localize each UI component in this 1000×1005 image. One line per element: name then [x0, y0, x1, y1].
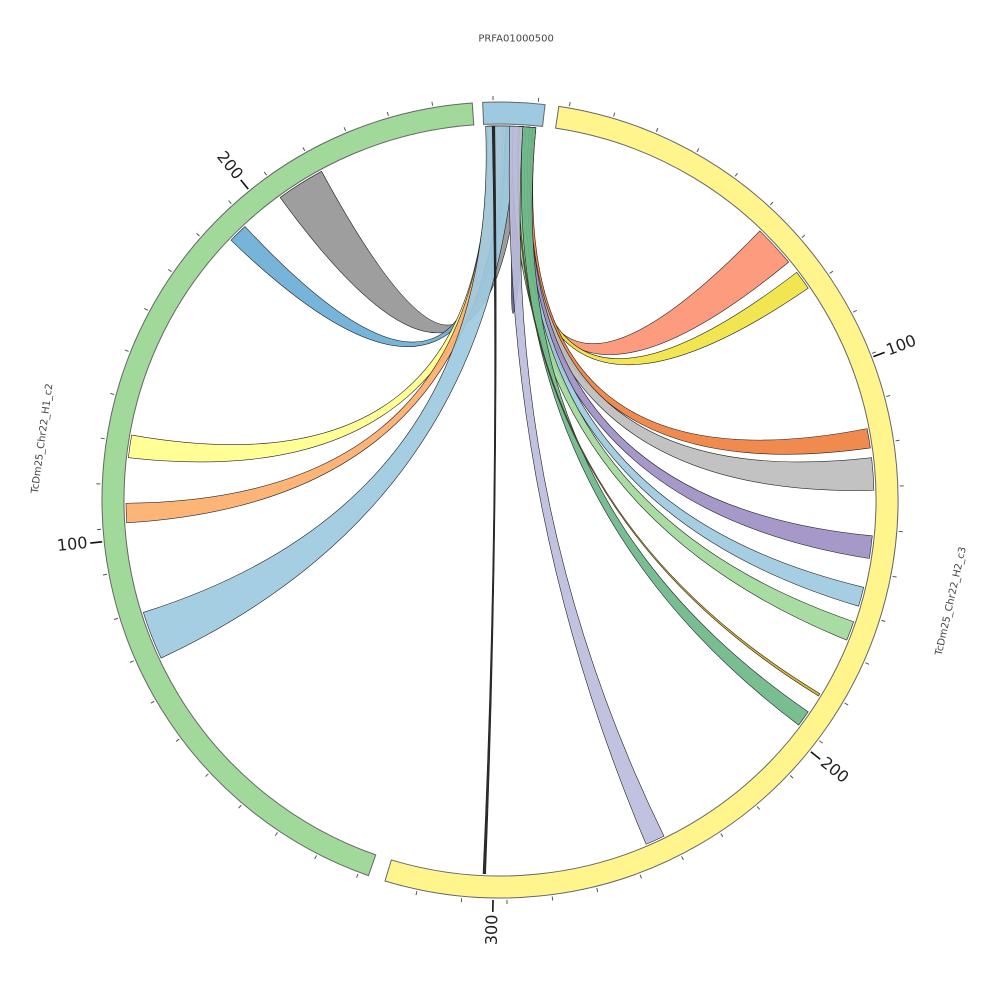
segment-label-2: TcDm25_Chr22_H2_c3: [934, 546, 969, 658]
minor-tick: [640, 875, 641, 879]
minor-tick: [275, 832, 277, 835]
links-layer: [126, 126, 874, 874]
major-tick: [811, 752, 820, 760]
tick-label: 200: [213, 147, 247, 183]
segment-1: [483, 102, 545, 126]
minor-tick: [176, 739, 179, 741]
minor-tick: [682, 856, 684, 860]
minor-tick: [416, 891, 417, 895]
minor-tick: [721, 834, 723, 837]
minor-tick: [865, 663, 869, 665]
minor-tick: [151, 701, 154, 703]
minor-tick: [303, 147, 305, 150]
minor-tick: [872, 352, 876, 353]
minor-tick: [125, 350, 129, 351]
minor-tick: [387, 112, 388, 116]
minor-tick: [597, 888, 598, 892]
minor-tick: [697, 148, 699, 151]
link-ribbon-14: [513, 126, 854, 640]
segment-label-3: TcDm25_Chr22_H1_c2: [30, 383, 56, 495]
minor-tick: [830, 271, 833, 273]
minor-tick: [101, 438, 105, 439]
minor-tick: [196, 233, 199, 236]
minor-tick: [552, 897, 553, 901]
minor-tick: [432, 102, 433, 106]
tick-label: 300: [482, 914, 502, 945]
minor-tick: [114, 618, 118, 619]
tick-label: 200: [817, 753, 853, 787]
minor-tick: [893, 576, 897, 577]
minor-tick: [130, 661, 134, 663]
minor-tick: [357, 874, 358, 878]
minor-tick: [819, 741, 822, 743]
tick-label: 100: [56, 533, 88, 555]
minor-tick: [896, 440, 900, 441]
major-tick: [241, 180, 249, 189]
minor-tick: [569, 102, 570, 106]
minor-tick: [264, 172, 266, 175]
minor-tick: [881, 620, 885, 621]
minor-tick: [757, 806, 760, 809]
minor-tick: [229, 201, 232, 204]
minor-tick: [790, 775, 793, 778]
minor-tick: [206, 774, 209, 777]
minor-tick: [845, 703, 848, 705]
minor-tick: [853, 310, 857, 312]
minor-tick: [315, 855, 317, 859]
minor-tick: [770, 202, 773, 205]
minor-tick: [110, 393, 114, 394]
minor-tick: [239, 805, 242, 808]
tick-label: 100: [883, 331, 918, 360]
minor-tick: [168, 269, 171, 271]
major-tick: [90, 542, 102, 543]
minor-tick: [802, 235, 805, 238]
major-tick: [873, 352, 884, 356]
minor-tick: [886, 395, 890, 396]
segment-label-1: PRFA01000500: [478, 33, 554, 44]
minor-tick: [144, 308, 148, 310]
minor-tick: [735, 173, 737, 176]
minor-tick: [344, 127, 346, 131]
minor-tick: [103, 574, 107, 575]
minor-tick: [656, 128, 658, 132]
minor-tick: [614, 113, 615, 117]
